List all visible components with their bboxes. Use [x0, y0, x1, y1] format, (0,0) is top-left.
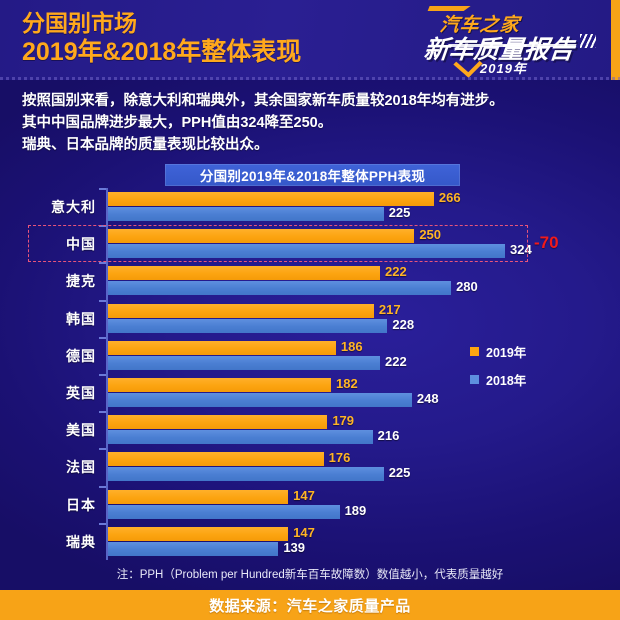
header-banner: 分国别市场 2019年&2018年整体表现 汽车之家 新车质量报告 2019年 — [0, 0, 620, 80]
bar-2018 — [108, 541, 279, 556]
bar-2018 — [108, 281, 452, 296]
bar-2019 — [108, 192, 434, 206]
chart-row: 德国 186 222 — [0, 336, 620, 374]
bar-value-2018: 139 — [283, 539, 306, 555]
bar-value-2019: 147 — [293, 487, 315, 503]
chart-y-axis — [106, 188, 108, 560]
category-label: 瑞典 — [66, 533, 96, 550]
chart-row: 法国 176 225 — [0, 448, 620, 485]
chart-legend: 2019年 2018年 — [470, 342, 526, 398]
header-orange-edge — [611, 0, 620, 80]
bar-2018 — [108, 244, 505, 259]
bar-value-2019: 186 — [340, 338, 363, 354]
category-label: 英国 — [66, 385, 96, 401]
category-label: 美国 — [66, 422, 96, 439]
footer-source-text: 数据来源：汽车之家质量产品 — [209, 597, 411, 615]
footer-bar: 数据来源：汽车之家质量产品 — [0, 590, 620, 620]
bar-2019 — [108, 526, 289, 541]
chart-row: 捷克 222 280 — [0, 262, 620, 299]
bar-value-2019: 222 — [385, 264, 407, 280]
axis-tick — [99, 374, 106, 376]
logo-speed-lines-icon — [580, 34, 596, 48]
intro-paragraph: 按照国别来看，除意大利和瑞典外，其余国家新车质量较2018年均有进步。 其中中国… — [22, 90, 602, 156]
bar-value-2018: 248 — [416, 391, 439, 406]
axis-tick — [99, 336, 106, 339]
category-label: 德国 — [66, 347, 96, 364]
chart-row: 瑞典 147 139 — [0, 522, 620, 560]
bar-2018 — [108, 430, 373, 445]
chart-row: 中国 250 324 -70 — [0, 225, 620, 263]
intro-line-1: 按照国别来看，除意大利和瑞典外，其余国家新车质量较2018年均有进步。 — [22, 93, 504, 109]
bar-value-2018: 225 — [388, 465, 411, 481]
bar-2019 — [108, 340, 336, 355]
legend-swatch — [470, 375, 479, 384]
bar-value-2019: 266 — [438, 190, 461, 205]
highlight-box — [28, 225, 528, 263]
bar-2019 — [108, 415, 328, 430]
bar-value-2018: 324 — [510, 242, 532, 258]
bar-value-2019: 147 — [293, 524, 315, 540]
bar-value-2018: 216 — [377, 428, 400, 444]
bar-2018 — [108, 467, 384, 482]
legend-item: 2019年 — [470, 342, 526, 361]
legend-swatch — [470, 347, 479, 356]
bar-value-2018: 189 — [344, 502, 367, 518]
chart-title-pill: 分国别2019年&2018年整体PPH表现 — [165, 164, 460, 186]
bar-value-2018: 280 — [456, 279, 478, 295]
axis-tick — [99, 188, 106, 190]
bar-2018 — [108, 393, 412, 407]
axis-tick — [99, 522, 106, 525]
bar-2019 — [108, 229, 415, 244]
chart-note: 注：PPH（Problem per Hundred新车百车故障数）数值越小，代表… — [116, 569, 504, 581]
intro-line-2: 其中中国品牌进步最大，PPH值由324降至250。 — [22, 115, 333, 131]
chart-row: 英国 182 248 — [0, 374, 620, 411]
category-label: 日本 — [66, 496, 96, 513]
intro-line-3: 瑞典、日本品牌的质量表现比较出众。 — [22, 137, 269, 153]
legend-label: 2019年 — [486, 346, 527, 360]
bar-value-2019: 217 — [378, 301, 401, 317]
chart-row: 韩国 217 228 — [0, 299, 620, 337]
bar-value-2019: 179 — [332, 413, 355, 429]
bar-2019 — [108, 266, 381, 281]
axis-tick — [99, 448, 106, 451]
bar-value-2018: 228 — [392, 316, 415, 332]
category-label: 捷克 — [66, 273, 96, 290]
chart-row: 美国 179 216 — [0, 411, 620, 448]
bar-2018 — [108, 355, 381, 370]
axis-tick — [99, 262, 106, 265]
category-label: 意大利 — [51, 199, 96, 215]
axis-tick — [99, 485, 106, 488]
delta-annotation: -70 — [534, 233, 559, 253]
bar-2019 — [108, 378, 331, 392]
category-label: 韩国 — [66, 310, 96, 327]
axis-tick — [99, 411, 106, 414]
chart-row: 意大利 266 225 — [0, 188, 620, 225]
bar-2018 — [108, 207, 384, 221]
category-label: 法国 — [66, 459, 96, 476]
bar-value-2019: 182 — [336, 376, 358, 391]
page-title-line2: 2019年&2018年整体表现 — [22, 38, 302, 66]
axis-tick — [99, 299, 106, 302]
legend-label: 2018年 — [486, 374, 527, 388]
bar-2019 — [108, 489, 289, 504]
page-title-line1: 分国别市场 — [22, 10, 137, 36]
bar-2018 — [108, 318, 388, 333]
brand-logo: 汽车之家 新车质量报告 2019年 — [418, 4, 598, 78]
bar-value-2019: 250 — [419, 227, 442, 243]
bar-2018 — [108, 504, 340, 519]
bar-value-2018: 225 — [388, 205, 411, 220]
category-label: 中国 — [66, 236, 96, 253]
chart-row: 日本 147 189 — [0, 485, 620, 523]
bar-value-2019: 176 — [328, 450, 351, 466]
logo-strike-line — [447, 44, 577, 47]
bar-2019 — [108, 303, 374, 318]
bar-2019 — [108, 452, 324, 467]
legend-item: 2018年 — [470, 370, 526, 389]
page-title: 分国别市场 2019年&2018年整体表现 — [22, 9, 301, 67]
bar-chart: 意大利 266 225 中国 250 324 -70 捷克 222 280 韩国 217 228 德国 18… — [0, 188, 620, 560]
logo-year-text: 2019年 — [480, 61, 527, 76]
bar-value-2018: 222 — [385, 353, 407, 369]
